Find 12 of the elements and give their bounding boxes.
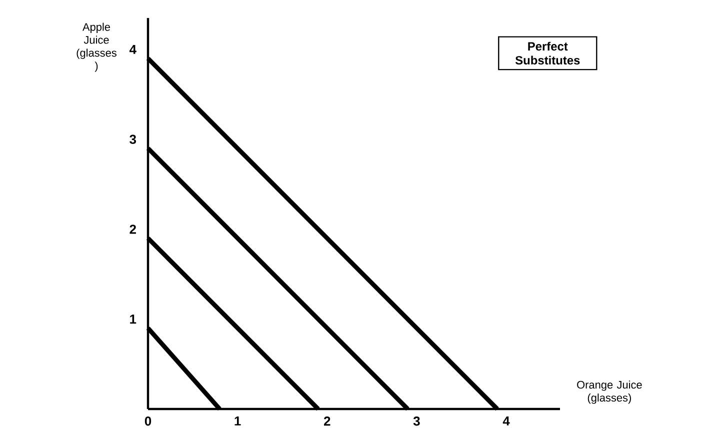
y-tick-label: 3 xyxy=(130,134,136,144)
y-tick-label: 2 xyxy=(130,224,136,234)
x-axis-title: Orange Juice (glasses) xyxy=(577,380,642,404)
y-tick-label: 4 xyxy=(129,45,136,54)
x-tick-label: 1 xyxy=(234,416,241,426)
y-axis-title: Apple Juice (glasses ) xyxy=(76,22,116,72)
x-tick-label: 0 xyxy=(144,416,152,426)
x-tick-label: 2 xyxy=(324,416,330,426)
x-tick-label: 3 xyxy=(413,416,420,426)
annotation: Perfect Substitutes xyxy=(515,42,580,65)
x-tick-label: 4 xyxy=(502,416,510,426)
y-tick-label: 1 xyxy=(130,314,136,324)
